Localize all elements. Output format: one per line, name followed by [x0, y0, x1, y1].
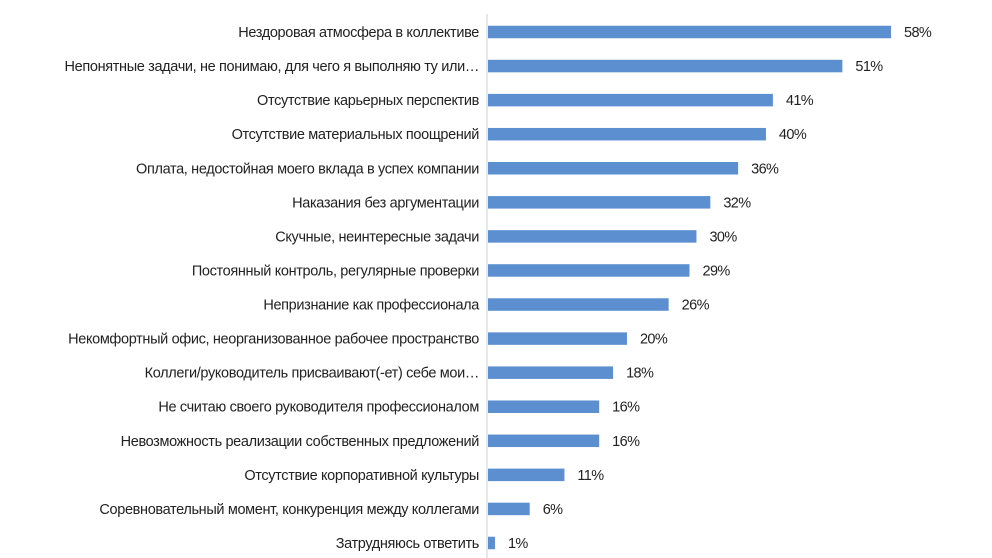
bar [488, 434, 600, 448]
bar [488, 332, 627, 345]
category-label: Невозможность реализации собственных пре… [121, 434, 480, 450]
bar [488, 366, 614, 379]
bar [488, 536, 495, 550]
bar [488, 196, 711, 209]
category-label: Отсутствие материальных поощрений [232, 127, 480, 143]
bar [488, 127, 766, 141]
data-label: 1% [508, 536, 528, 552]
data-label: 40% [779, 127, 807, 143]
data-label: 20% [640, 332, 668, 348]
data-label: 18% [626, 366, 654, 382]
category-label: Оплата, недостойная моего вклада в успех… [136, 161, 479, 177]
category-label: Не считаю своего руководителя профессион… [158, 400, 479, 416]
bar [488, 93, 773, 107]
category-label: Непонятные задачи, не понимаю, для чего … [65, 59, 479, 75]
bar [488, 59, 843, 73]
bar [488, 25, 891, 39]
bar [488, 298, 669, 311]
category-label: Соревновательный момент, конкуренция меж… [99, 502, 479, 518]
data-label: 51% [855, 59, 883, 75]
bar [488, 502, 530, 516]
bar [488, 162, 739, 175]
data-label: 6% [543, 502, 563, 518]
bar [488, 400, 600, 413]
data-label: 16% [612, 434, 640, 450]
data-label: 26% [682, 298, 710, 314]
data-label: 11% [577, 468, 604, 484]
category-label: Отсутствие карьерных перспектив [257, 93, 480, 109]
category-label: Скучные, неинтересные задачи [275, 229, 479, 245]
category-label: Коллеги/руководитель присваивают(-ет) се… [145, 366, 479, 382]
data-label: 32% [723, 195, 751, 211]
bar [488, 468, 565, 482]
data-label: 29% [703, 263, 731, 279]
category-label: Некомфортный офис, неорганизованное рабо… [68, 332, 479, 348]
category-label: Нездоровая атмосфера в коллективе [238, 25, 479, 41]
category-label: Наказания без аргументации [292, 195, 479, 211]
data-label: 36% [751, 161, 779, 177]
data-label: 58% [904, 25, 932, 41]
data-label: 30% [709, 229, 737, 245]
category-label: Постоянный контроль, регулярные проверки [192, 263, 479, 279]
bar [488, 264, 690, 277]
data-label: 16% [612, 400, 640, 416]
category-label: Непризнание как профессионала [263, 298, 480, 314]
data-label: 41% [786, 93, 814, 109]
category-label: Отсутствие корпоративной культуры [244, 468, 479, 484]
bar [488, 230, 697, 243]
category-label: Затрудняюсь ответить [336, 536, 479, 552]
